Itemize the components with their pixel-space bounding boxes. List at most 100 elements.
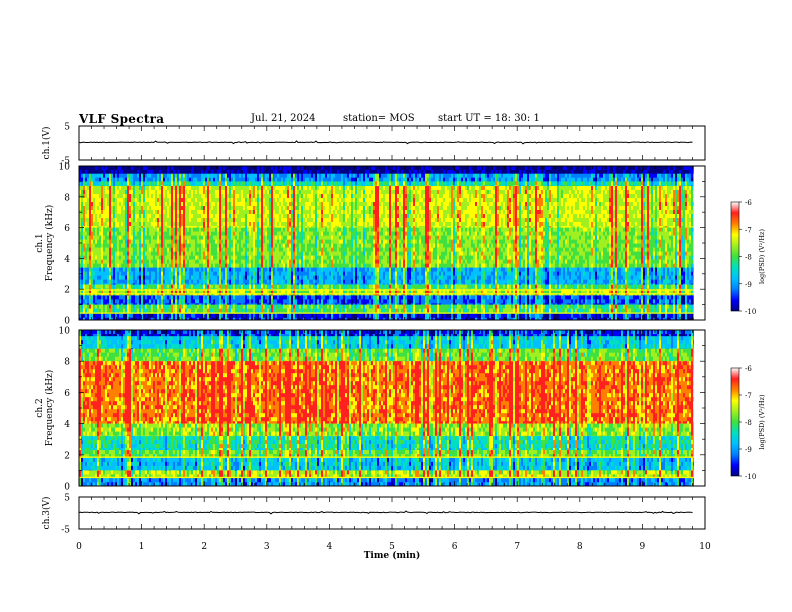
ch1-spectrogram-cell <box>363 206 366 211</box>
ch1-spectrogram-cell <box>657 218 660 223</box>
ch1-spectrogram-cell <box>583 214 586 219</box>
ch1-spectrogram-cell <box>595 173 598 178</box>
ch1-spectrogram-cell <box>377 177 380 182</box>
ch1-spectrogram-cell <box>533 218 536 223</box>
ch1-spectrogram-cell <box>153 185 156 187</box>
ch1-spectrogram-cell <box>267 222 270 227</box>
ch1-spectrogram-cell <box>229 185 232 187</box>
ch1-spectrogram-cell <box>253 185 256 187</box>
ch1-spectrogram-cell <box>301 202 304 207</box>
ch1-spectrogram-cell <box>219 190 222 195</box>
ch1-spectrogram-cell <box>475 202 478 207</box>
ch1-spectrogram-cell <box>419 202 422 207</box>
ch1-spectrogram-cell <box>177 226 180 228</box>
ch1-spectrogram-cell <box>521 190 524 195</box>
ch1-spectrogram-cell <box>129 222 132 227</box>
ch1-spectrogram-cell <box>225 194 228 199</box>
ch1-spectrogram-cell <box>347 194 350 199</box>
ch1-spectrogram-cell <box>251 222 254 227</box>
ch1-spectrogram-cell <box>431 210 434 215</box>
ch1-spectrogram-cell <box>169 177 172 182</box>
ch1-spectrogram-cell <box>173 218 176 223</box>
ch1-spectrogram-cell <box>521 181 524 186</box>
ch1-spectrogram-cell <box>269 177 272 182</box>
ch1-spectrogram-cell <box>187 166 190 171</box>
ch1-spectrogram-cell <box>113 214 116 219</box>
ch1-spectrogram-cell <box>675 198 678 203</box>
ch1-spectrogram-cell <box>675 222 678 227</box>
ch1-spectrogram-cell <box>183 166 186 171</box>
ch1-spectrogram-cell <box>387 194 390 199</box>
ch1-spectrogram-cell <box>331 190 334 195</box>
ch1-spectrogram-cell <box>459 206 462 211</box>
ch1-spectrogram-cell <box>503 206 506 211</box>
ch1-spectrogram-cell <box>127 173 130 178</box>
ch1-spectrogram-cell <box>113 194 116 199</box>
ch1-spectrogram-cell <box>557 166 560 171</box>
ch1-spectrogram-cell <box>117 226 120 228</box>
ch1-spectrogram-cell <box>227 214 230 219</box>
ch1-spectrogram-cell <box>481 210 484 215</box>
ch1-spectrogram-cell <box>257 166 260 171</box>
ch1-spectrogram-cell <box>207 181 210 186</box>
ch1-spectrogram-cell <box>219 202 222 207</box>
ch1-spectrogram-cell <box>561 198 564 203</box>
ch1-spectrogram-cell <box>87 218 90 223</box>
ch1-spectrogram-cell <box>605 198 608 203</box>
ch1-spectrogram-cell <box>589 202 592 207</box>
ch1-spectrogram-cell <box>163 218 166 223</box>
ch1-spectrogram-cell <box>137 166 140 171</box>
ch1-spectrogram-cell <box>547 206 550 211</box>
ch1-spectrogram-cell <box>335 210 338 215</box>
ch1-spectrogram-cell <box>531 173 534 178</box>
ch1-spectrogram-cell <box>491 170 494 174</box>
ch1-spectrogram-cell <box>515 222 518 227</box>
ch1-spectrogram-cell <box>85 186 88 191</box>
ch1-spectrogram-cell <box>239 170 242 174</box>
ch1-spectrogram-cell <box>613 210 616 215</box>
ch1-spectrogram-cell <box>253 222 256 227</box>
ch1-spectrogram-cell <box>109 177 112 182</box>
ch1-spectrogram-cell <box>119 166 122 171</box>
ch1-spectrogram-cell <box>425 185 428 187</box>
ch1-spectrogram-cell <box>495 202 498 207</box>
ch1-spectrogram-cell <box>87 194 90 199</box>
ch1-spectrogram-cell <box>219 198 222 203</box>
ch1-spectrogram-cell <box>505 222 508 227</box>
ch1-spectrogram-cell <box>283 210 286 215</box>
ch1-spectrogram-cell <box>257 173 260 178</box>
ch1-spectrogram-cell <box>167 210 170 215</box>
ch1-spectrogram-cell <box>439 222 442 227</box>
ch1-spectrogram-cell <box>631 222 634 227</box>
ch1-spectrogram-cell <box>519 190 522 195</box>
ch1-spectrogram-cell <box>627 173 630 178</box>
ch1-spectrogram-cell <box>357 170 360 174</box>
ch1-spectrogram-cell <box>667 194 670 199</box>
ch1-spectrogram-cell <box>245 170 248 174</box>
ch1-spectrogram-cell <box>679 190 682 195</box>
ch1-spectrogram-cell <box>371 194 374 199</box>
ch1-spectrogram-cell <box>87 206 90 211</box>
ch1-spectrogram-cell <box>273 222 276 227</box>
ch1-spectrogram-cell <box>523 218 526 223</box>
ch1-spectrogram-cell <box>309 206 312 211</box>
ch1-spectrogram-cell <box>183 222 186 227</box>
ch1-spectrogram-cell <box>203 170 206 174</box>
ch1-spectrogram-cell <box>449 222 452 227</box>
ch1-spectrogram-cell <box>571 222 574 227</box>
ch1-spectrogram-cell <box>481 218 484 223</box>
ch1-spectrogram-cell <box>287 194 290 199</box>
ch1-spectrogram-cell <box>479 206 482 211</box>
ch1-spectrogram-cell <box>165 185 168 187</box>
ch1-spectrogram-cell <box>413 186 416 191</box>
ch1-spectrogram-cell <box>479 218 482 223</box>
ch1-spectrogram-cell <box>161 170 164 174</box>
ch1-spectrogram-cell <box>455 194 458 199</box>
ch1-spectrogram-cell <box>307 194 310 199</box>
ch1-spectrogram-cell <box>459 185 462 187</box>
ch1-spectrogram-cell <box>675 190 678 195</box>
ch1-spectrogram-cell <box>403 166 406 171</box>
ch1-spectrogram-cell <box>563 173 566 178</box>
ch1-spectrogram-cell <box>453 198 456 203</box>
ch1-spectrogram-cell <box>519 177 522 182</box>
